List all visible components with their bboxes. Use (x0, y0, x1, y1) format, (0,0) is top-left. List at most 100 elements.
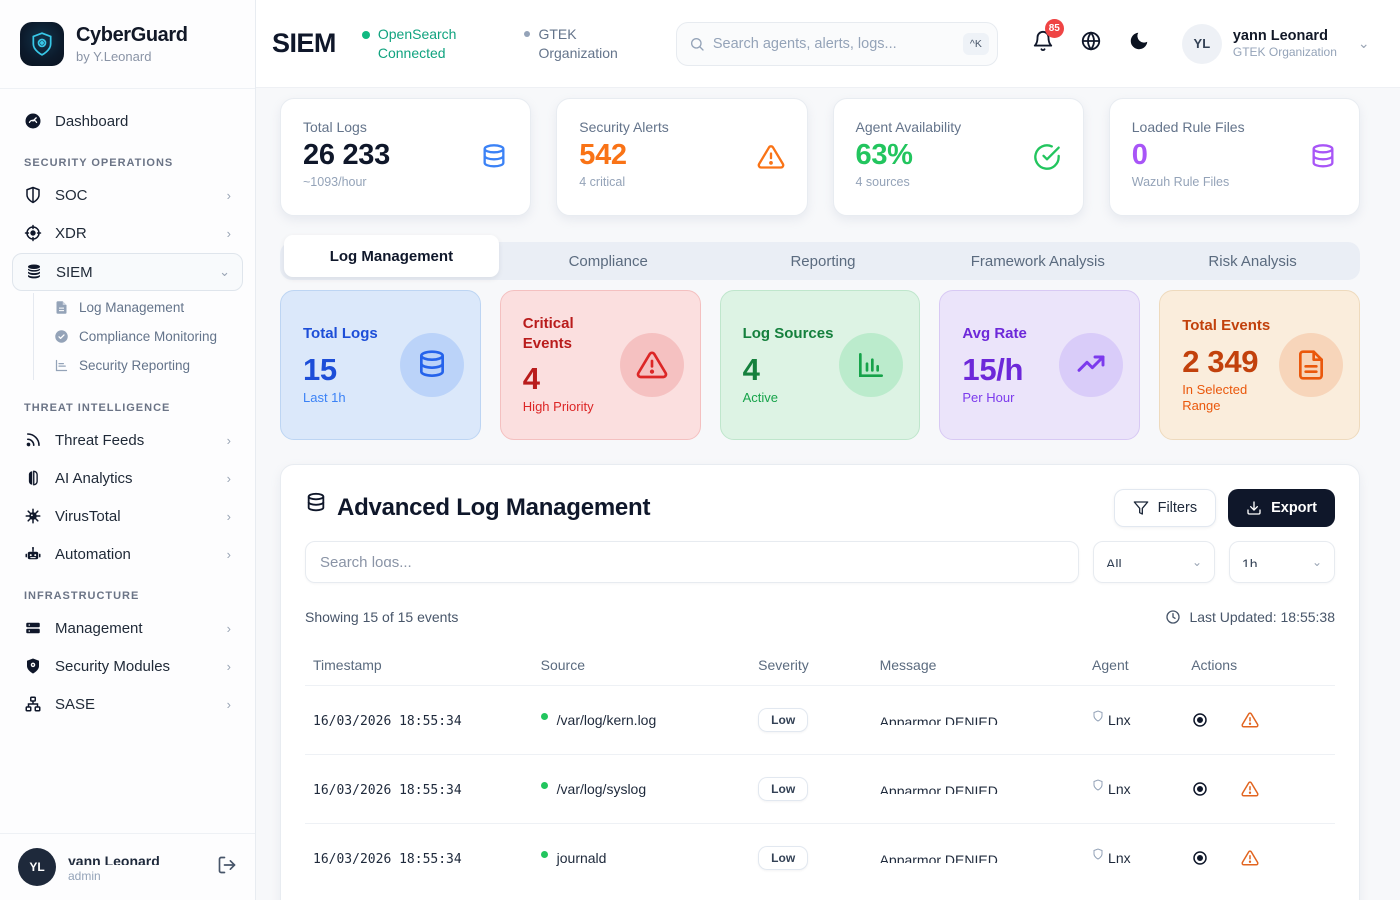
logout-icon (218, 856, 236, 873)
dashboard-icon (25, 113, 41, 129)
shield-gear-icon (27, 658, 39, 674)
stat-label: Agent Availability (855, 119, 962, 135)
metric-label: Log Sources (742, 325, 834, 343)
metric-label: Total Events (1182, 317, 1271, 334)
view-icon[interactable] (1191, 780, 1209, 798)
user-menu[interactable]: YL yann Leonard GTEK Organization ⌄ (1181, 23, 1370, 64)
log-source: /var/log/kern.log (556, 712, 657, 728)
user-org: GTEK Organization (1232, 45, 1337, 59)
col-message: Message (879, 657, 937, 673)
panel-title: Advanced Log Management (337, 494, 651, 521)
logout-button[interactable] (217, 855, 237, 880)
col-severity: Severity (758, 657, 809, 673)
sidebar-subitem-security-reporting[interactable]: Security Reporting (46, 351, 243, 380)
alert-triangle-icon[interactable] (1241, 711, 1259, 729)
brain-icon (28, 470, 38, 486)
log-message: Apparmor DENIED (879, 784, 998, 794)
table-row[interactable]: 16/03/2026 18:55:34 journald Low Apparmo… (305, 823, 1335, 892)
log-search-input[interactable]: Search logs... (305, 541, 1079, 583)
metric-sub: Last 1h (303, 389, 346, 405)
sidebar-item-automation[interactable]: Automation › (12, 536, 243, 572)
siem-subnav: Log Management Compliance Monitoring Sec… (33, 293, 243, 380)
funnel-icon (1133, 501, 1148, 515)
global-search-input[interactable] (712, 35, 955, 52)
rss-icon (26, 433, 40, 447)
sidebar-item-label: SASE (55, 695, 96, 713)
metric-sub: In Selected Range (1182, 381, 1248, 413)
tab-risk-analysis[interactable]: Risk Analysis (1208, 252, 1297, 270)
shield-icon (1093, 710, 1103, 722)
table-row[interactable]: 16/03/2026 18:55:34 /var/log/syslog Low … (305, 754, 1335, 824)
connection-status: Connected (377, 44, 446, 61)
alert-triangle-icon[interactable] (1241, 780, 1259, 798)
log-source: /var/log/syslog (556, 781, 647, 797)
check-circle-icon (1033, 144, 1060, 170)
page-title: SIEM (272, 28, 336, 58)
sidebar-item-ai-analytics[interactable]: AI Analytics › (12, 460, 243, 496)
file-text-icon (1298, 350, 1323, 380)
moon-icon (1130, 32, 1148, 50)
header-icons: 85 (1032, 19, 1150, 57)
notifications-button[interactable]: 85 (1032, 19, 1064, 57)
sidebar-subitem-label: Compliance Monitoring (79, 329, 218, 344)
results-count: Showing 15 of 15 events (305, 609, 459, 625)
sidebar-item-threat-feeds[interactable]: Threat Feeds › (12, 422, 243, 458)
severity-badge: Low (758, 777, 809, 801)
global-search: ^K (675, 21, 998, 66)
shield-icon (26, 186, 40, 204)
file-icon (56, 301, 67, 314)
dark-mode-toggle[interactable] (1128, 30, 1150, 57)
sidebar-item-sase[interactable]: SASE › (12, 686, 243, 722)
sidebar-subitem-compliance-monitoring[interactable]: Compliance Monitoring (46, 322, 243, 351)
export-button[interactable]: Export (1228, 489, 1335, 527)
severity-select[interactable]: All Severities ⌄ (1093, 541, 1215, 583)
opensearch-status: OpenSearch Connected (361, 25, 456, 63)
sidebar-item-siem[interactable]: SIEM ⌄ (12, 253, 243, 291)
top-header: SIEM OpenSearch Connected GTEK Organizat… (256, 0, 1400, 88)
user-name: yann Leonard (1232, 28, 1328, 44)
stat-card-total-logs: Total Logs 26 233 ~1093/hour (280, 98, 532, 216)
sidebar-item-security-modules[interactable]: Security Modules › (12, 648, 243, 684)
stat-label: Loaded Rule Files (1131, 119, 1245, 135)
sidebar: CyberGuard by Y.Leonard Dashboard SECURI… (0, 0, 256, 900)
sidebar-item-dashboard[interactable]: Dashboard (12, 103, 243, 139)
filters-button[interactable]: Filters (1113, 489, 1217, 527)
metric-value: 15/h (962, 351, 1024, 387)
database-icon (28, 264, 40, 279)
language-button[interactable] (1080, 30, 1102, 57)
metric-sub: Active (742, 389, 778, 405)
chevron-right-icon: › (226, 696, 231, 712)
view-icon[interactable] (1191, 849, 1209, 867)
alert-triangle-icon[interactable] (1241, 849, 1259, 867)
sidebar-item-soc[interactable]: SOC › (12, 177, 243, 213)
tab-log-management[interactable]: Log Management (284, 235, 499, 277)
tab-framework-analysis[interactable]: Framework Analysis (970, 252, 1105, 270)
table-header-row: Timestamp Source Severity Message Agent … (305, 645, 1335, 686)
tab-reporting[interactable]: Reporting (790, 252, 856, 270)
app-logo: CyberGuard by Y.Leonard (0, 0, 255, 89)
table-row[interactable]: 16/03/2026 18:55:34 /var/log/kern.log Lo… (305, 685, 1335, 755)
sidebar-item-virustotal[interactable]: VirusTotal › (12, 498, 243, 534)
log-agent: Lnx (1108, 781, 1131, 797)
sidebar-item-xdr[interactable]: XDR › (12, 215, 243, 251)
chevron-right-icon: › (226, 470, 231, 486)
log-timestamp: 16/03/2026 18:55:34 (313, 851, 462, 867)
download-icon (1247, 501, 1261, 515)
sidebar-item-management[interactable]: Management › (12, 610, 243, 646)
sidebar-subitem-log-management[interactable]: Log Management (46, 293, 243, 322)
report-chart-icon (55, 359, 68, 372)
app-byline: by Y.Leonard (76, 49, 152, 64)
sidebar-subitem-label: Security Reporting (79, 358, 191, 373)
trending-up-icon (1077, 355, 1105, 372)
source-status-dot-icon (540, 781, 548, 789)
sidebar-item-label: XDR (55, 224, 87, 242)
stat-value: 0 (1131, 139, 1148, 171)
tab-compliance[interactable]: Compliance (568, 252, 648, 270)
time-range-select[interactable]: 1h ⌄ (1229, 541, 1335, 583)
log-message: Apparmor DENIED (879, 853, 998, 863)
chevron-right-icon: › (226, 187, 231, 203)
view-icon[interactable] (1191, 711, 1209, 729)
sidebar-subitem-label: Log Management (79, 300, 185, 315)
chevron-down-icon: ⌄ (1191, 555, 1202, 569)
main-area: SIEM OpenSearch Connected GTEK Organizat… (256, 0, 1400, 900)
